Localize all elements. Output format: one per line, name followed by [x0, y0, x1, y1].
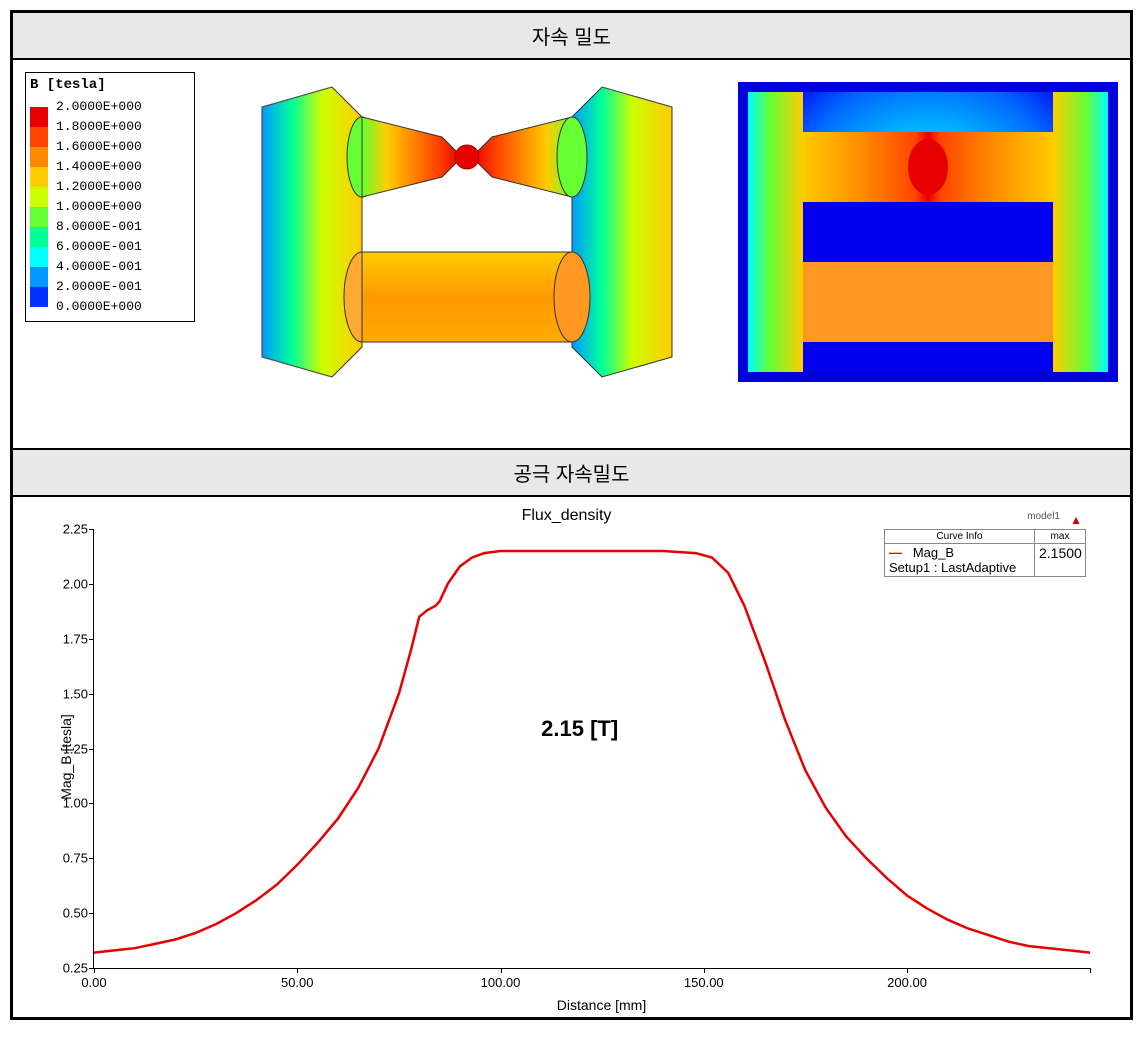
- colorbar-tick-label: 6.0000E-001: [56, 237, 142, 257]
- top-simulation-panel: B [tesla] 2.0000E+0001.8000E+0001.6000E+…: [13, 60, 1130, 450]
- figure-frame: 자속 밀도 B [tesla] 2.0000E+0001.8000E+0001.…: [10, 10, 1133, 1020]
- xtick-mark: [501, 968, 502, 973]
- colorbar-swatch: [30, 187, 48, 207]
- model-icon: ▲: [1070, 513, 1082, 527]
- colorbar-tick-label: 4.0000E-001: [56, 257, 142, 277]
- chart-ylabel: Mag_B [tesla]: [58, 714, 74, 800]
- xtick-mark: [907, 968, 908, 973]
- colorbar-swatch: [30, 127, 48, 147]
- ytick-mark: [89, 584, 94, 585]
- simulation-3d-view: [205, 72, 728, 412]
- xtick-label: 200.00: [887, 975, 927, 990]
- ytick-label: 0.50: [44, 906, 88, 921]
- sim-2d-svg: [738, 82, 1118, 382]
- ytick-mark: [89, 858, 94, 859]
- colorbar-tick-label: 1.8000E+000: [56, 117, 142, 137]
- ytick-label: 0.25: [44, 961, 88, 976]
- xtick-label: 0.00: [81, 975, 106, 990]
- chart-annotation: 2.15 [T]: [541, 716, 618, 742]
- colorbar-swatch: [30, 167, 48, 187]
- simulation-2d-view: [738, 82, 1118, 382]
- xtick-mark: [94, 968, 95, 973]
- xtick-label: 50.00: [281, 975, 314, 990]
- ytick-mark: [89, 639, 94, 640]
- chart-xlabel: Distance [mm]: [93, 997, 1110, 1013]
- header-flux-density: 자속 밀도: [13, 13, 1130, 60]
- ytick-mark: [89, 749, 94, 750]
- colorbar-body: 2.0000E+0001.8000E+0001.6000E+0001.4000E…: [30, 97, 188, 317]
- xtick-mark: [1090, 968, 1091, 973]
- colorbar-tick-label: 2.0000E+000: [56, 97, 142, 117]
- chart-panel: Flux_density Mag_B [tesla] model1 ▲ Curv…: [13, 497, 1130, 1017]
- colorbar-tick-label: 1.6000E+000: [56, 137, 142, 157]
- sim-3d-svg: [232, 77, 702, 407]
- xtick-label: 150.00: [684, 975, 724, 990]
- ytick-mark: [89, 803, 94, 804]
- chart-plot-area: model1 ▲ Curve Info max — Mag_B Setup1 :…: [93, 529, 1090, 969]
- xtick-mark: [704, 968, 705, 973]
- colorbar-swatch: [30, 207, 48, 227]
- colorbar-swatch: [30, 147, 48, 167]
- colorbar-tick-label: 1.4000E+000: [56, 157, 142, 177]
- colorbar-swatch: [30, 287, 48, 307]
- header-airgap-flux: 공극 자속밀도: [13, 450, 1130, 497]
- ytick-label: 2.25: [44, 522, 88, 537]
- colorbar-swatch: [30, 267, 48, 287]
- ytick-label: 2.00: [44, 576, 88, 591]
- ytick-label: 0.75: [44, 851, 88, 866]
- xtick-mark: [297, 968, 298, 973]
- colorbar-tick-label: 1.0000E+000: [56, 197, 142, 217]
- flux-density-curve: [94, 551, 1090, 953]
- ytick-label: 1.25: [44, 741, 88, 756]
- ytick-label: 1.75: [44, 631, 88, 646]
- ytick-label: 1.50: [44, 686, 88, 701]
- ytick-mark: [89, 529, 94, 530]
- colorbar-tick-label: 1.2000E+000: [56, 177, 142, 197]
- ytick-mark: [89, 913, 94, 914]
- xtick-label: 100.00: [481, 975, 521, 990]
- chart-svg: [94, 529, 1090, 968]
- colorbar-legend: B [tesla] 2.0000E+0001.8000E+0001.6000E+…: [25, 72, 195, 322]
- colorbar-swatch: [30, 107, 48, 127]
- colorbar-tick-label: 8.0000E-001: [56, 217, 142, 237]
- model-label: model1: [1027, 511, 1060, 522]
- colorbar-tick-label: 2.0000E-001: [56, 277, 142, 297]
- chart-title: Flux_density: [23, 507, 1110, 525]
- colorbar-swatch: [30, 247, 48, 267]
- ytick-label: 1.00: [44, 796, 88, 811]
- colorbar-title: B [tesla]: [30, 77, 188, 93]
- colorbar-swatch: [30, 227, 48, 247]
- ytick-mark: [89, 694, 94, 695]
- colorbar-tick-label: 0.0000E+000: [56, 297, 142, 317]
